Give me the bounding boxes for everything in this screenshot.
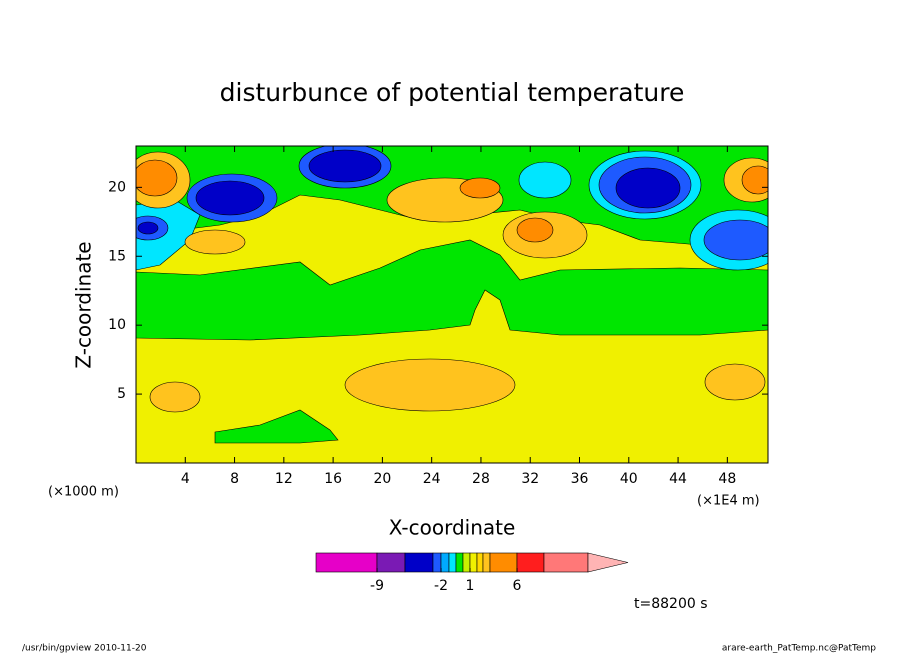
footer-right: arare-earth_PatTemp.nc@PatTemp	[722, 644, 876, 654]
x-tick-label: 32	[521, 471, 539, 487]
colorbar-segment	[315, 552, 378, 573]
colorbar-segment	[404, 552, 434, 573]
x-tick-label: 36	[571, 471, 589, 487]
x-tick-label: 8	[230, 471, 239, 487]
colorbar-segment	[469, 552, 478, 573]
colorbar-segment	[516, 552, 545, 573]
y-tick-label: 10	[108, 317, 126, 333]
footer-left: /usr/bin/gpview 2010-11-20	[22, 644, 147, 654]
y-tick-label: 20	[108, 179, 126, 195]
colorbar-segment	[476, 552, 484, 573]
x-tick-label: 44	[669, 471, 687, 487]
colorbar-segment	[376, 552, 406, 573]
colorbar-segment	[448, 552, 457, 573]
colorbar-tick-label: -9	[370, 578, 384, 594]
x-tick-label: 16	[324, 471, 342, 487]
colorbar-segment	[440, 552, 450, 573]
y-axis-label: Z-coordinate	[72, 241, 96, 368]
x-tick-label: 28	[472, 471, 490, 487]
y-tick-label: 5	[117, 386, 126, 402]
colorbar-segment	[543, 552, 589, 573]
contour-field	[136, 146, 768, 463]
x-tick-label: 4	[181, 471, 190, 487]
plot-frame	[135, 145, 769, 464]
colorbar-segment	[489, 552, 518, 573]
colorbar-segment	[462, 552, 471, 573]
colorbar-segment	[455, 552, 464, 573]
chart-title: disturbunce of potential temperature	[220, 78, 685, 107]
x-tick-label: 12	[275, 471, 293, 487]
x-axis-label: X-coordinate	[389, 516, 516, 540]
x-tick-label: 20	[373, 471, 391, 487]
x-tick-label: 40	[620, 471, 638, 487]
y-unit: (×1000 m)	[48, 485, 119, 500]
colorbar-extension	[587, 552, 629, 573]
colorbar-segment	[482, 552, 491, 573]
colorbar-tick-label: -2	[434, 578, 448, 594]
colorbar-tick-label: 6	[513, 578, 522, 594]
colorbar-tick-label: 1	[466, 578, 475, 594]
x-tick-label: 24	[423, 471, 441, 487]
x-unit: (×1E4 m)	[697, 494, 760, 509]
x-tick-label: 48	[718, 471, 736, 487]
time-annotation: t=88200 s	[634, 596, 708, 612]
colorbar-segment	[432, 552, 442, 573]
y-tick-label: 15	[108, 248, 126, 264]
